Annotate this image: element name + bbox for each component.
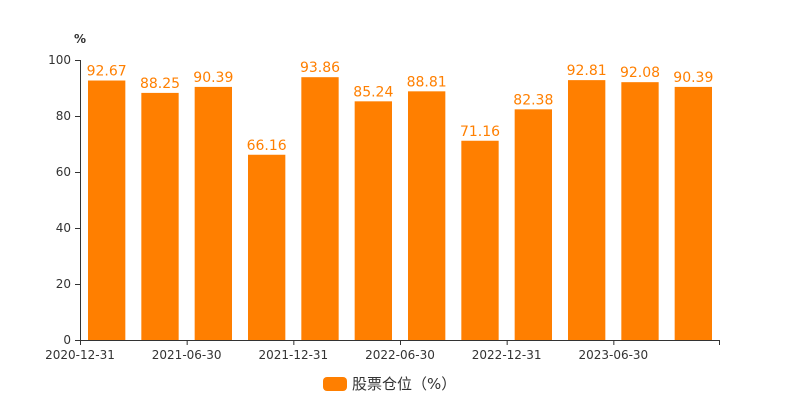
bar[interactable] <box>461 140 499 340</box>
bar-value-label: 88.81 <box>407 74 447 90</box>
y-axis-unit: % <box>74 32 86 46</box>
bar[interactable] <box>141 92 179 341</box>
bar-value-label: 92.08 <box>620 65 660 81</box>
y-tick-label: 100 <box>48 53 71 67</box>
value-labels: 92.67 88.25 90.39 66.16 93.86 85.24 88.81 71.16… <box>87 60 714 154</box>
bar-value-label: 85.24 <box>353 84 393 100</box>
bar[interactable] <box>514 109 552 340</box>
bar-value-label: 90.39 <box>673 70 713 86</box>
x-tick-label: 2021-12-31 <box>258 348 328 362</box>
x-axis-ticks: 2020-12-31 2021-06-30 2021-12-31 2022-06-30… <box>45 340 720 362</box>
bar-value-label: 92.67 <box>87 64 127 80</box>
bar-value-label: 88.25 <box>140 76 180 92</box>
bar[interactable] <box>621 82 659 341</box>
y-tick-label: 0 <box>63 333 71 347</box>
x-tick-label: 2020-12-31 <box>45 348 115 362</box>
bar-value-label: 90.39 <box>193 70 233 86</box>
bar[interactable] <box>568 80 606 340</box>
y-tick-label: 80 <box>56 109 71 123</box>
bar-value-label: 66.16 <box>247 138 287 154</box>
legend-swatch <box>323 376 347 391</box>
x-tick-label: 2021-06-30 <box>152 348 222 362</box>
bar-value-label: 92.81 <box>567 63 607 79</box>
y-tick-label: 60 <box>56 165 71 179</box>
bar[interactable] <box>354 101 392 340</box>
bar-value-label: 93.86 <box>300 60 340 76</box>
y-tick-label: 20 <box>56 277 71 291</box>
bar-value-label: 71.16 <box>460 124 500 140</box>
bar-value-label: 82.38 <box>513 92 553 108</box>
bars <box>88 77 712 341</box>
bar[interactable] <box>88 80 126 341</box>
bar[interactable] <box>301 77 339 340</box>
legend-label: 股票仓位（%） <box>352 375 457 393</box>
bar[interactable] <box>408 91 446 340</box>
x-tick-label: 2022-12-31 <box>472 348 542 362</box>
bar[interactable] <box>674 86 712 341</box>
bar[interactable] <box>248 154 286 340</box>
x-tick-label: 2023-06-30 <box>578 348 648 362</box>
legend[interactable]: 股票仓位（%） <box>323 373 456 394</box>
y-tick-label: 40 <box>56 221 71 235</box>
x-tick-label: 2022-06-30 <box>365 348 435 362</box>
y-axis-ticks: 0 20 40 60 80 100 <box>48 53 80 347</box>
bar[interactable] <box>194 86 232 341</box>
